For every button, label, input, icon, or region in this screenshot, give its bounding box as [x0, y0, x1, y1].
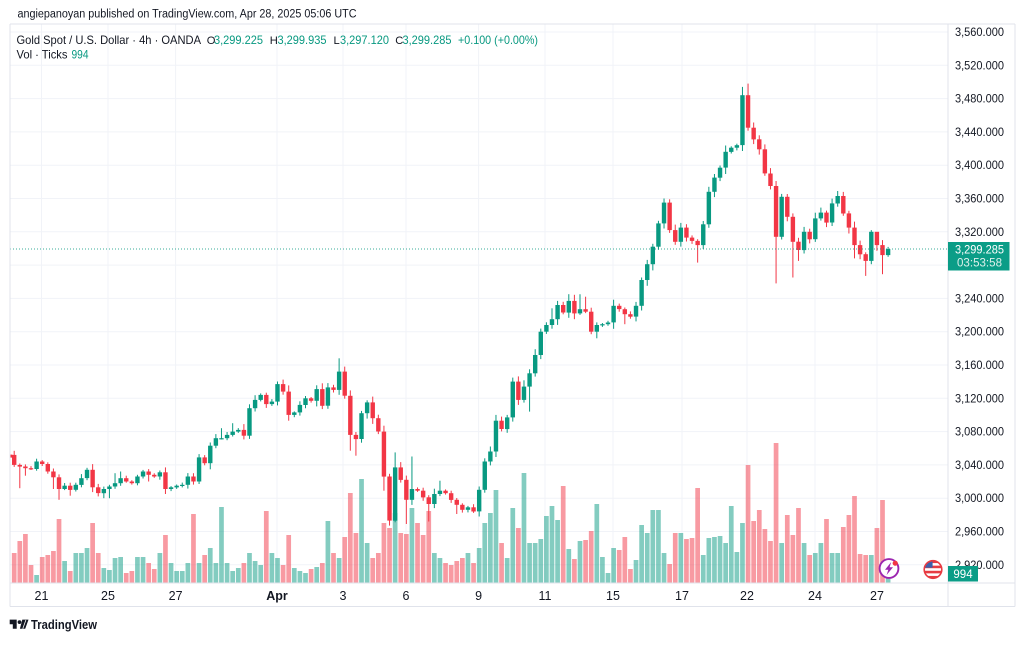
svg-text:3: 3: [340, 589, 347, 603]
svg-text:17: 17: [675, 589, 689, 603]
svg-text:Vol · Ticks: Vol · Ticks: [17, 48, 68, 62]
svg-text:+0.100 (+0.00%): +0.100 (+0.00%): [458, 33, 538, 47]
svg-text:994: 994: [953, 569, 973, 581]
svg-text:TradingView: TradingView: [31, 618, 97, 632]
svg-text:3,360.000: 3,360.000: [955, 194, 1004, 206]
svg-text:3,160.000: 3,160.000: [955, 360, 1004, 372]
svg-text:3,080.000: 3,080.000: [955, 427, 1004, 439]
svg-text:3,040.000: 3,040.000: [955, 460, 1004, 472]
svg-text:O: O: [207, 35, 216, 47]
svg-text:3,299.935: 3,299.935: [278, 33, 327, 47]
svg-text:6: 6: [403, 589, 410, 603]
svg-text:C: C: [395, 35, 403, 47]
svg-text:2,960.000: 2,960.000: [955, 527, 1004, 539]
svg-text:3,299.285: 3,299.285: [955, 245, 1004, 257]
svg-text:3,120.000: 3,120.000: [955, 393, 1004, 405]
svg-text:3,480.000: 3,480.000: [955, 94, 1004, 106]
svg-text:Apr: Apr: [266, 589, 288, 603]
svg-text:3,440.000: 3,440.000: [955, 127, 1004, 139]
svg-text:03:53:58: 03:53:58: [957, 258, 1002, 270]
svg-text:27: 27: [169, 589, 183, 603]
svg-text:3,560.000: 3,560.000: [955, 27, 1004, 39]
svg-text:L: L: [334, 35, 340, 47]
svg-text:3,000.000: 3,000.000: [955, 493, 1004, 505]
svg-text:25: 25: [101, 589, 115, 603]
svg-text:9: 9: [475, 589, 482, 603]
svg-text:24: 24: [808, 589, 822, 603]
svg-text:Gold Spot / U.S. Dollar · 4h ·: Gold Spot / U.S. Dollar · 4h · OANDA: [17, 33, 202, 47]
svg-text:22: 22: [740, 589, 754, 603]
svg-text:21: 21: [35, 589, 49, 603]
svg-text:11: 11: [539, 589, 552, 603]
svg-text:3,240.000: 3,240.000: [955, 293, 1004, 305]
svg-text:H: H: [270, 35, 278, 47]
svg-text:994: 994: [72, 48, 89, 62]
svg-text:3,299.285: 3,299.285: [403, 33, 452, 47]
svg-text:3,297.120: 3,297.120: [340, 33, 389, 47]
svg-text:27: 27: [870, 589, 884, 603]
svg-text:3,200.000: 3,200.000: [955, 327, 1004, 339]
svg-text:3,520.000: 3,520.000: [955, 60, 1004, 72]
svg-text:15: 15: [606, 589, 620, 603]
svg-text:3,299.225: 3,299.225: [214, 33, 263, 47]
svg-text:3,320.000: 3,320.000: [955, 227, 1004, 239]
svg-text:3,400.000: 3,400.000: [955, 160, 1004, 172]
svg-text:angiepanoyan published on Trad: angiepanoyan published on TradingView.co…: [18, 9, 357, 21]
